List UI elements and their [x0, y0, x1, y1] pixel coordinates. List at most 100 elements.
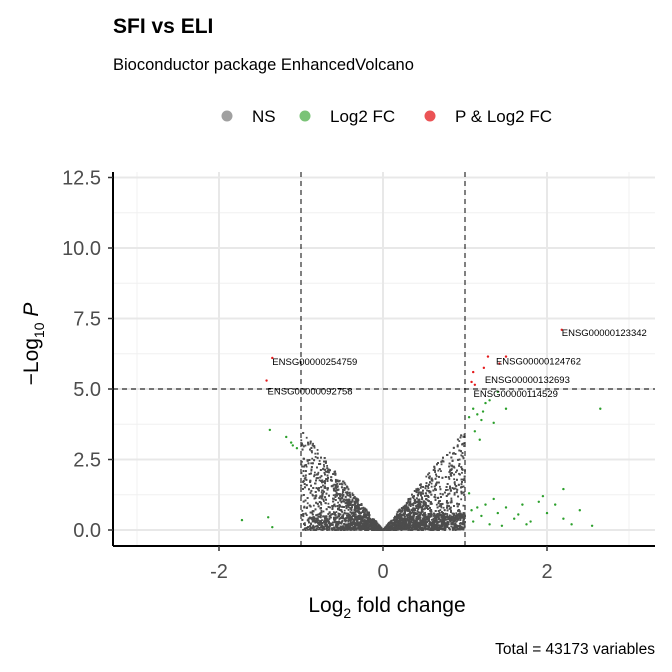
point-ns [424, 528, 427, 531]
point-ns [348, 491, 351, 494]
point-ns [320, 491, 323, 494]
point-ns [318, 487, 320, 490]
point-ns [440, 470, 442, 473]
point-ns [441, 515, 444, 518]
point-ns [318, 497, 321, 499]
point-ns [307, 526, 310, 528]
point-ns [337, 529, 340, 531]
point-ns [346, 512, 349, 515]
point-ns [351, 527, 354, 530]
point-ns [453, 478, 456, 481]
point-ns [338, 483, 341, 486]
point-ns [430, 485, 433, 488]
point-ns [302, 528, 304, 531]
point-ns [303, 465, 305, 468]
point-ns [318, 460, 321, 462]
point-ns [364, 515, 366, 517]
point-ns [347, 508, 350, 511]
point-ns [317, 528, 320, 531]
point-ns [400, 513, 403, 516]
point-ns [447, 476, 450, 479]
point-ns [450, 497, 453, 500]
point-ns [321, 519, 323, 522]
point-ns [419, 502, 422, 505]
point-ns [319, 469, 322, 471]
point-ns [462, 504, 465, 507]
point-ns [316, 527, 318, 530]
point-ns [417, 500, 420, 503]
point-ns [440, 463, 443, 466]
point-ns [322, 510, 325, 513]
point-ns [310, 523, 312, 526]
point-ns [317, 515, 320, 518]
point-ns [438, 524, 440, 527]
point-ns [450, 501, 453, 504]
point-ns [435, 475, 438, 478]
point-ns [364, 510, 366, 513]
point-ns [351, 499, 354, 502]
point-ns [348, 516, 350, 518]
point-ns [412, 518, 414, 521]
legend-label: P & Log2 FC [455, 107, 552, 126]
point-ns [339, 499, 342, 502]
point-ns [335, 526, 338, 529]
point-ns [324, 502, 327, 504]
point-ns [389, 529, 392, 531]
point-ns [341, 496, 344, 499]
point-ns [304, 529, 307, 531]
point-ns [352, 525, 355, 528]
point-ns [440, 506, 443, 509]
point-ns [439, 492, 442, 495]
point-ns [316, 456, 319, 459]
point-ns [433, 525, 436, 528]
point-ns [448, 471, 451, 473]
point-ns [430, 482, 433, 485]
point-ns [430, 502, 433, 505]
point-ns [359, 517, 362, 520]
point-ns [411, 493, 413, 496]
point-ns [404, 518, 406, 521]
point-ns [308, 528, 311, 531]
point-ns [369, 522, 372, 525]
point-ns [428, 528, 431, 531]
point-ns [327, 506, 330, 508]
point-ns [396, 514, 398, 517]
point-ns [305, 436, 308, 439]
point-ns [425, 523, 428, 526]
point-ns [405, 509, 408, 512]
point-ns [318, 479, 321, 482]
point-ns [419, 505, 422, 508]
point-ns [301, 509, 304, 512]
point-ns [412, 502, 415, 505]
point-ns [351, 492, 354, 495]
point-ns [455, 491, 458, 494]
point-ns [320, 456, 322, 459]
point-ns [361, 518, 364, 521]
point-ns [428, 472, 431, 474]
point-ns [329, 522, 332, 525]
point-ns [338, 517, 341, 520]
point-ns [414, 512, 417, 515]
point-ns [458, 526, 461, 529]
point-ns [409, 504, 412, 507]
point-ns [326, 488, 329, 491]
point-ns [320, 509, 323, 512]
point-ns [405, 522, 408, 524]
point-ns [329, 506, 331, 509]
point-ns [393, 525, 396, 528]
point-ns [442, 506, 445, 509]
point-ns [417, 521, 420, 524]
point-ns [342, 500, 344, 503]
point-ns [446, 509, 449, 512]
point-ns [458, 522, 461, 525]
point-ns [453, 492, 456, 494]
point-ns [447, 521, 450, 523]
point-ns [442, 460, 445, 463]
point-ns [462, 457, 465, 460]
point-ns [431, 523, 434, 525]
point-ns [310, 450, 313, 453]
legend-key [299, 110, 311, 122]
point-ns [413, 509, 416, 512]
point-ns [326, 464, 329, 467]
point-ns [310, 462, 313, 465]
